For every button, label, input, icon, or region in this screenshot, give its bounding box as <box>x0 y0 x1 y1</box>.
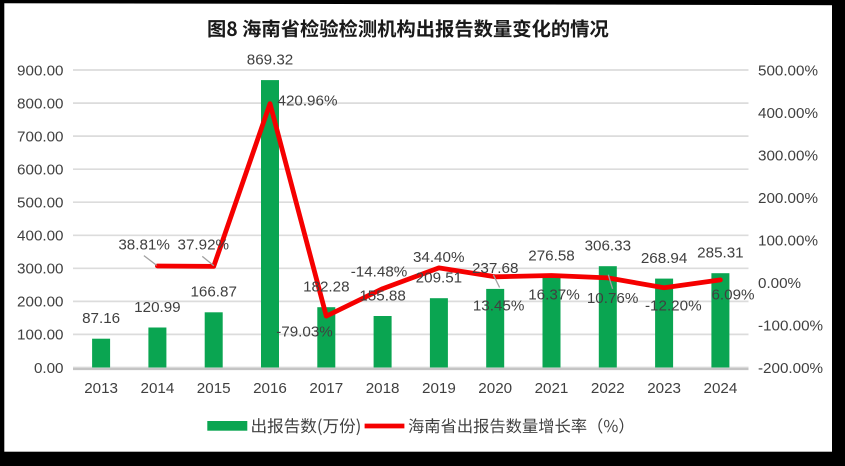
svg-text:300.00: 300.00 <box>17 261 63 278</box>
svg-text:0.00%: 0.00% <box>758 275 801 292</box>
svg-text:2022: 2022 <box>591 380 625 397</box>
svg-text:155.88: 155.88 <box>359 287 405 304</box>
svg-text:-12.20%: -12.20% <box>645 297 702 314</box>
svg-text:-100.00%: -100.00% <box>758 317 823 334</box>
svg-text:209.51: 209.51 <box>416 270 462 287</box>
svg-text:2018: 2018 <box>366 380 400 397</box>
svg-text:100.00%: 100.00% <box>758 232 818 249</box>
svg-text:182.28: 182.28 <box>303 279 349 296</box>
svg-text:16.37%: 16.37% <box>528 287 580 304</box>
svg-text:100.00: 100.00 <box>17 327 63 344</box>
svg-text:2015: 2015 <box>197 380 231 397</box>
svg-text:600.00: 600.00 <box>17 162 63 179</box>
svg-text:120.99: 120.99 <box>134 299 180 316</box>
svg-text:300.00%: 300.00% <box>758 147 818 164</box>
svg-text:2017: 2017 <box>309 380 343 397</box>
svg-text:13.45%: 13.45% <box>473 297 525 314</box>
svg-text:700.00: 700.00 <box>17 128 63 145</box>
svg-text:200.00%: 200.00% <box>758 190 818 207</box>
svg-text:900.00: 900.00 <box>17 62 63 79</box>
svg-text:87.16: 87.16 <box>82 310 120 327</box>
svg-text:869.32: 869.32 <box>247 51 293 68</box>
svg-text:2016: 2016 <box>253 380 287 397</box>
svg-text:2019: 2019 <box>422 380 456 397</box>
svg-text:-79.03%: -79.03% <box>276 323 333 340</box>
svg-text:400.00%: 400.00% <box>758 105 818 122</box>
svg-text:500.00%: 500.00% <box>758 62 818 79</box>
svg-text:-14.48%: -14.48% <box>351 264 408 281</box>
svg-text:306.33: 306.33 <box>585 238 631 255</box>
svg-text:2014: 2014 <box>141 380 175 397</box>
svg-text:285.31: 285.31 <box>697 245 743 262</box>
svg-text:-200.00%: -200.00% <box>758 360 823 377</box>
svg-text:6.09%: 6.09% <box>711 287 754 304</box>
svg-text:800.00: 800.00 <box>17 95 63 112</box>
svg-text:0.00: 0.00 <box>34 360 64 377</box>
svg-text:37.92%: 37.92% <box>178 236 230 253</box>
svg-text:200.00: 200.00 <box>17 294 63 311</box>
svg-text:10.76%: 10.76% <box>587 290 639 307</box>
svg-text:500.00: 500.00 <box>17 195 63 212</box>
svg-text:276.58: 276.58 <box>528 247 574 264</box>
svg-text:268.94: 268.94 <box>641 250 687 267</box>
svg-text:38.81%: 38.81% <box>118 236 170 253</box>
svg-text:237.68: 237.68 <box>472 260 518 277</box>
svg-text:400.00: 400.00 <box>17 228 63 245</box>
svg-text:2013: 2013 <box>84 380 118 397</box>
svg-text:2024: 2024 <box>704 380 738 397</box>
svg-text:2021: 2021 <box>535 380 569 397</box>
svg-text:34.40%: 34.40% <box>413 249 465 266</box>
svg-text:166.87: 166.87 <box>190 284 236 301</box>
svg-text:2023: 2023 <box>647 380 681 397</box>
svg-text:2020: 2020 <box>478 380 512 397</box>
svg-text:420.96%: 420.96% <box>278 92 338 109</box>
